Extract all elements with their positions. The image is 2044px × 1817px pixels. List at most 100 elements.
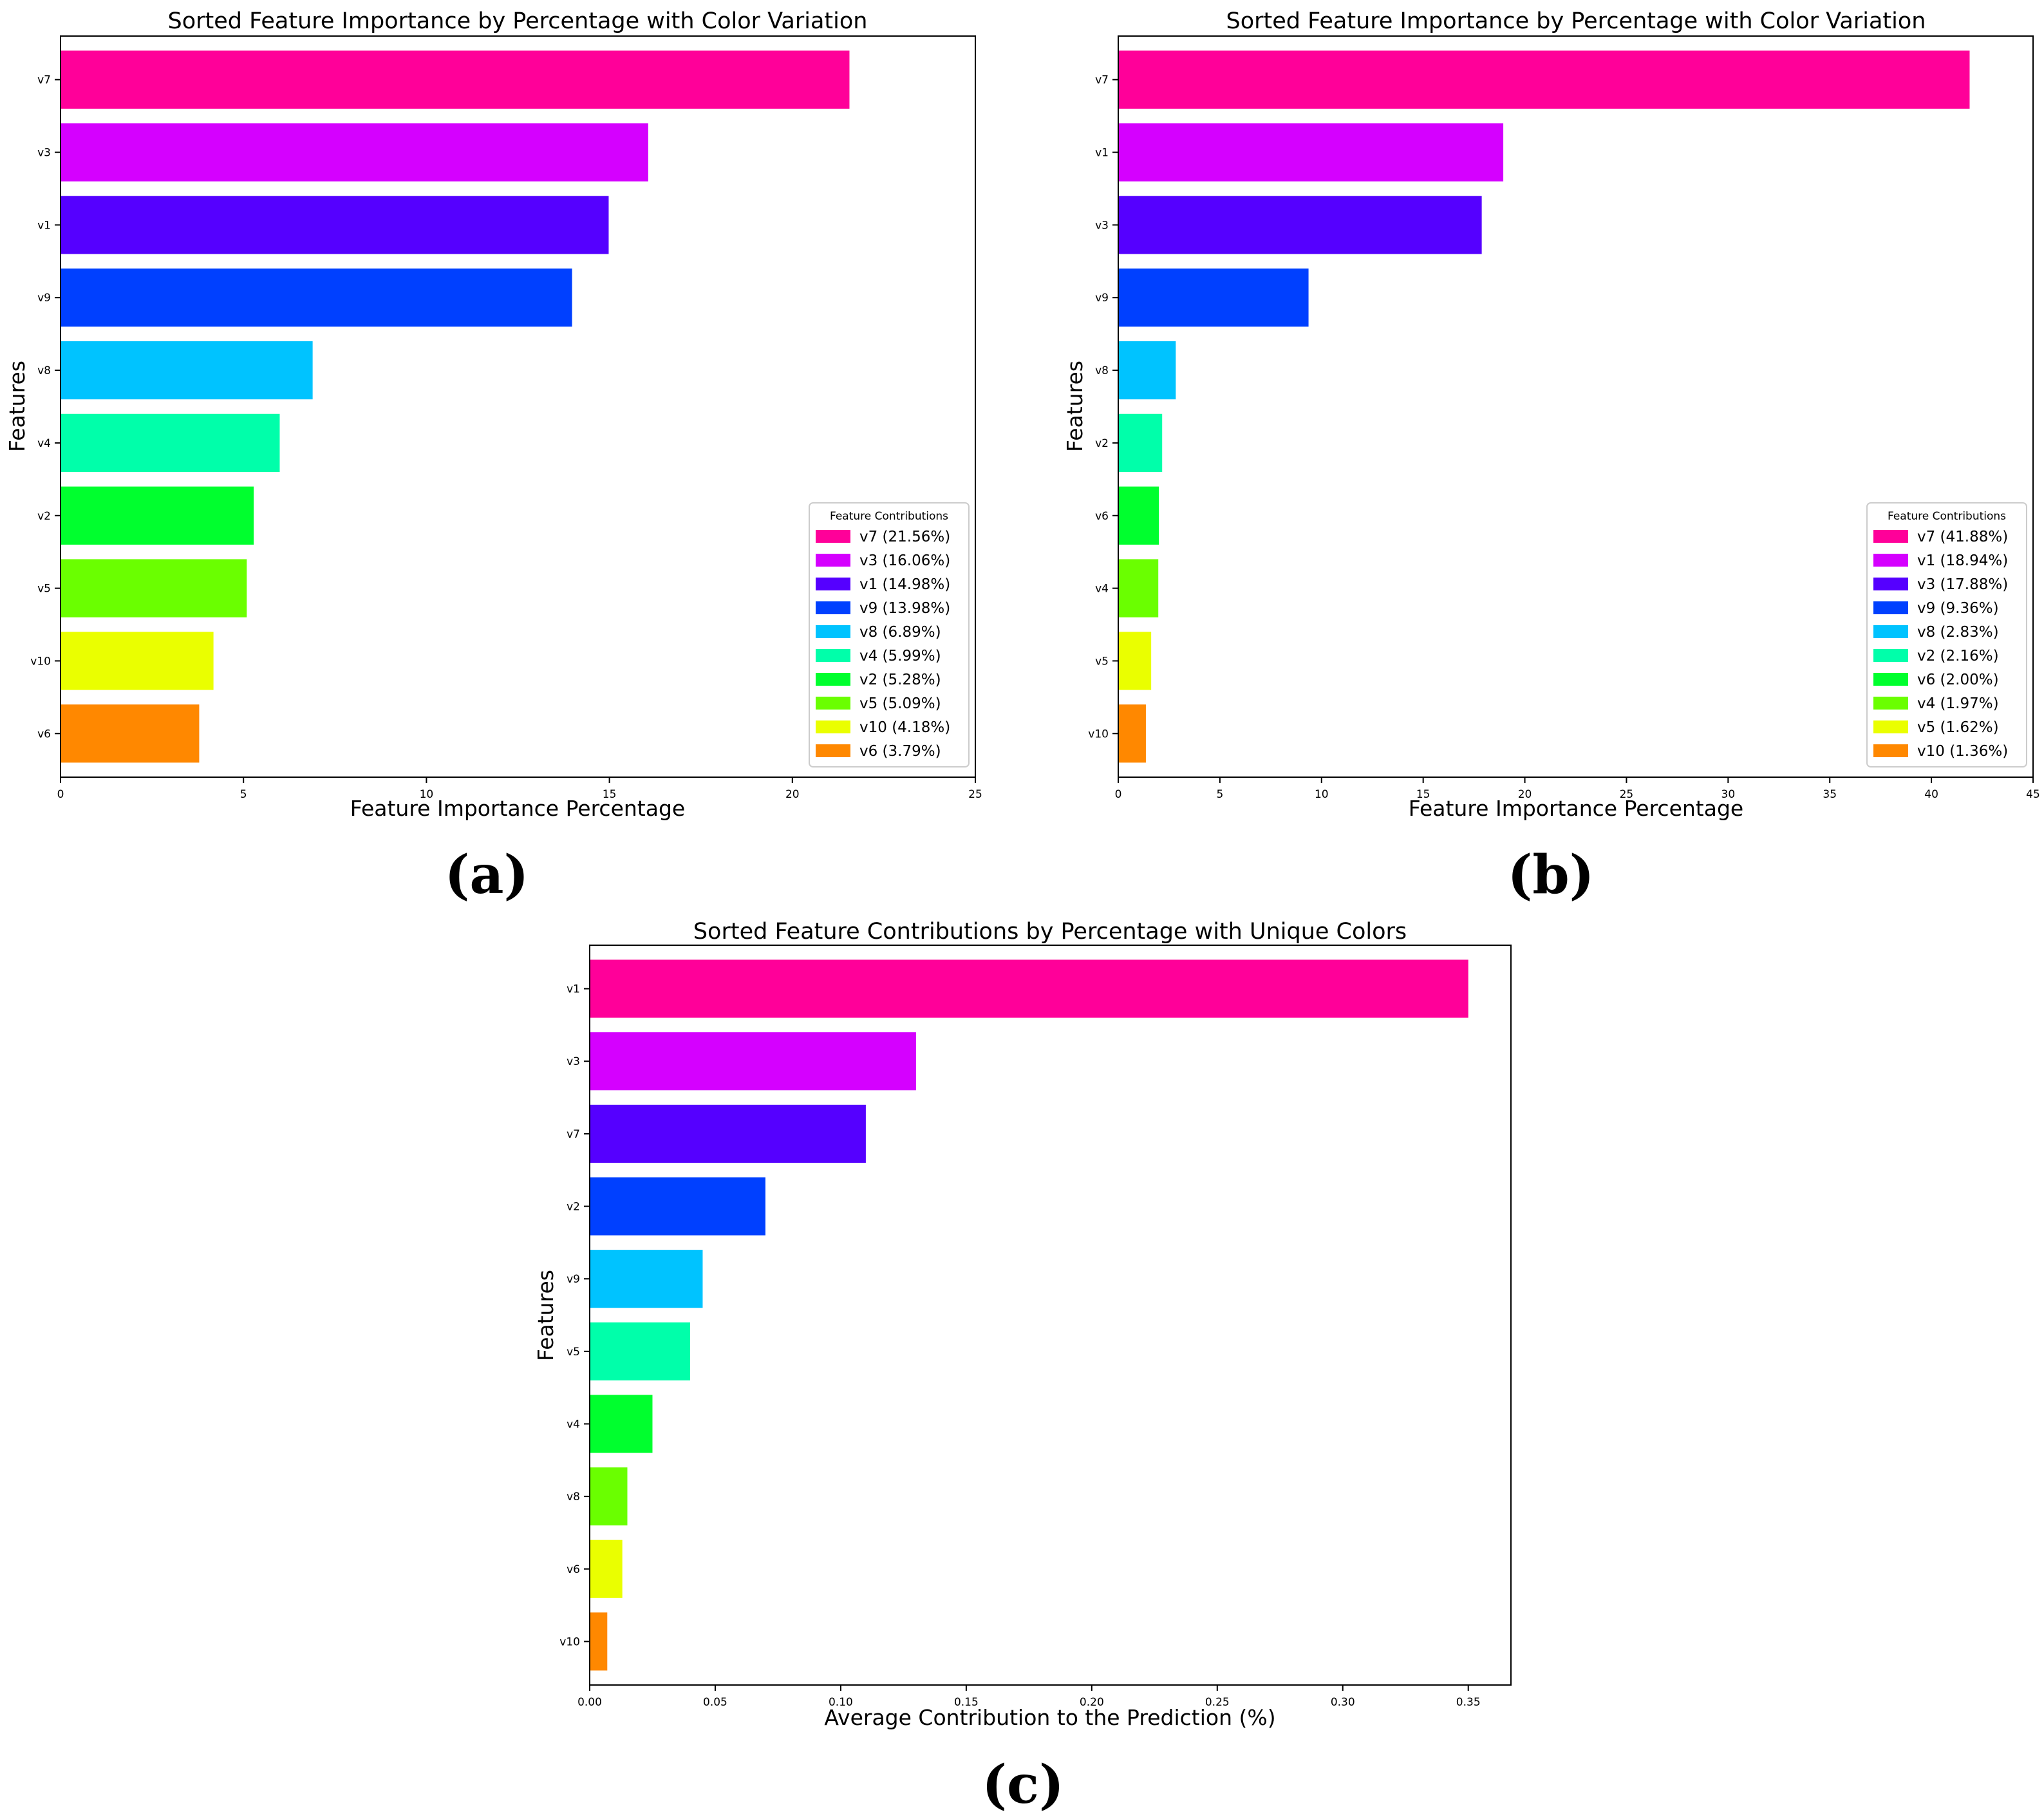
y-tick-label: v9	[1095, 292, 1109, 305]
y-tick-label: v7	[567, 1128, 580, 1141]
legend-entry: v9 (9.36%)	[1917, 600, 1999, 617]
bar-v5	[590, 1322, 690, 1380]
bar-v2	[61, 486, 254, 545]
bar-v7	[1118, 50, 1970, 109]
legend-swatch	[1873, 744, 1908, 757]
legend-swatch	[816, 601, 850, 614]
legend-entry: v7 (41.88%)	[1917, 529, 2008, 545]
x-tick-label: 0.15	[954, 1696, 979, 1709]
legend-swatch	[1873, 720, 1908, 733]
x-tick-label: 0.30	[1331, 1696, 1355, 1709]
y-tick-label: v8	[1095, 364, 1109, 377]
y-tick-label: v10	[559, 1635, 580, 1648]
legend-swatch	[816, 578, 850, 590]
plot-area: v7 v3 v1 v9 v8 v4 v2 v5 v10 v6 0 5 10 15 20 25	[30, 50, 982, 801]
x-tick-label: 10	[420, 788, 434, 801]
legend-entry: v8 (2.83%)	[1917, 624, 1999, 641]
legend-entry: v8 (6.89%)	[859, 624, 941, 641]
legend-swatch	[816, 720, 850, 733]
bar-v4	[1118, 559, 1159, 617]
y-tick-label: v2	[1095, 437, 1109, 450]
legend-swatch	[816, 697, 850, 710]
y-tick-label: v4	[567, 1418, 580, 1431]
chart-panel-c: Sorted Feature Contributions by Percenta…	[533, 919, 1512, 1816]
bar-v3	[590, 1032, 916, 1091]
x-tick-label: 35	[1823, 788, 1837, 801]
legend-entry: v1 (18.94%)	[1917, 552, 2008, 569]
legend-entry: v3 (17.88%)	[1917, 576, 2008, 593]
x-tick-label: 0	[57, 788, 64, 801]
panel-label-a: (a)	[445, 844, 529, 906]
legend-swatch	[816, 649, 850, 662]
x-tick-label: 20	[1518, 788, 1532, 801]
y-tick-label: v5	[1095, 655, 1109, 668]
legend-entry: v1 (14.98%)	[859, 576, 950, 593]
legend-entry: v10 (1.36%)	[1917, 743, 2008, 760]
bar-v6	[590, 1539, 623, 1598]
x-axis-label: Feature Importance Percentage	[350, 796, 685, 821]
legend-entry: v2 (2.16%)	[1917, 648, 1999, 664]
plot-area: v1 v3 v7 v2 v9 v5 v4 v8 v6 v10 0.00 0.05 0.10 0.15 0.2…	[559, 959, 1481, 1709]
y-axis-label: Features	[533, 1270, 558, 1361]
x-axis-label: Feature Importance Percentage	[1409, 796, 1743, 821]
legend-entry: v5 (1.62%)	[1917, 719, 1999, 736]
legend-entry: v6 (2.00%)	[1917, 672, 1999, 688]
y-tick-label: v1	[37, 219, 51, 232]
y-tick-label: v8	[37, 364, 51, 377]
chart-title: Sorted Feature Importance by Percentage …	[168, 8, 868, 34]
legend-swatch	[1873, 625, 1908, 638]
bar-v1	[590, 959, 1468, 1018]
panel-label-b: (b)	[1508, 844, 1595, 906]
bar-v10	[590, 1612, 608, 1671]
bar-v9	[590, 1250, 703, 1308]
x-tick-label: 25	[1620, 788, 1634, 801]
y-tick-label: v6	[1095, 510, 1109, 523]
legend-entry: v10 (4.18%)	[859, 719, 950, 736]
bar-v2	[590, 1177, 765, 1236]
legend-entry: v3 (16.06%)	[859, 552, 950, 569]
y-tick-label: v2	[567, 1201, 580, 1214]
legend-swatch	[816, 554, 850, 567]
bar-v4	[590, 1395, 653, 1453]
x-tick-label: 10	[1315, 788, 1329, 801]
legend-swatch	[816, 530, 850, 543]
y-tick-label: v1	[567, 983, 580, 996]
y-tick-label: v7	[37, 74, 51, 87]
y-tick-label: v5	[567, 1346, 580, 1359]
y-tick-label: v6	[37, 728, 51, 740]
x-tick-label: 25	[968, 788, 982, 801]
bar-v2	[1118, 413, 1163, 473]
x-tick-label: 0	[1115, 788, 1122, 801]
x-tick-label: 0.10	[829, 1696, 853, 1709]
bar-v7	[61, 50, 850, 109]
bar-v6	[61, 704, 200, 763]
bar-v3	[1118, 196, 1482, 254]
legend-title: Feature Contributions	[830, 510, 948, 523]
legend-swatch	[816, 673, 850, 686]
y-tick-label: v2	[37, 510, 51, 523]
y-tick-label: v9	[37, 292, 51, 305]
y-tick-label: v3	[37, 147, 51, 160]
bar-v8	[1118, 341, 1176, 400]
bar-v1	[1118, 123, 1504, 182]
bar-v4	[61, 413, 280, 473]
legend-swatch	[816, 744, 850, 757]
bar-v5	[61, 559, 247, 617]
bar-v8	[590, 1467, 628, 1526]
legend-title: Feature Contributions	[1888, 510, 2006, 523]
bar-v8	[61, 341, 313, 400]
bar-v7	[590, 1104, 866, 1163]
y-axis-label: Features	[5, 361, 30, 452]
y-tick-label: v4	[1095, 583, 1109, 596]
x-tick-label: 0.20	[1080, 1696, 1104, 1709]
x-tick-label: 15	[603, 788, 617, 801]
chart-panel-b: Sorted Feature Importance by Percentage …	[1062, 8, 2040, 906]
bar-v3	[61, 123, 648, 182]
legend-swatch	[1873, 673, 1908, 686]
legend: Feature Contributions v7 (21.56%) v3 (16.0…	[809, 502, 970, 767]
y-tick-label: v9	[567, 1273, 580, 1286]
bar-v9	[61, 268, 572, 327]
x-tick-label: 45	[2026, 788, 2040, 801]
legend-entry: v6 (3.79%)	[859, 743, 941, 760]
chart-title: Sorted Feature Contributions by Percenta…	[693, 919, 1407, 945]
